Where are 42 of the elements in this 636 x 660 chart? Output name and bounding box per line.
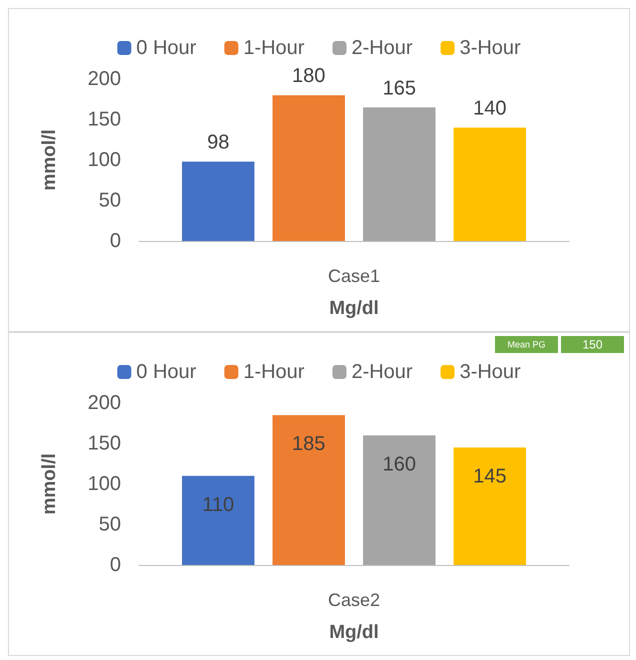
data-label: 140 bbox=[473, 98, 506, 120]
x-tick-label: Case1 bbox=[328, 266, 380, 286]
y-tick-label: 200 bbox=[88, 68, 121, 90]
legend-label: 3-Hour bbox=[460, 37, 522, 59]
legend-label: 3-Hour bbox=[460, 361, 522, 383]
data-label: 165 bbox=[382, 77, 416, 100]
x-axis-title: Mg/dl bbox=[329, 298, 379, 319]
data-label: 185 bbox=[292, 433, 326, 456]
legend-label: 0 Hour bbox=[136, 361, 197, 383]
data-label: 180 bbox=[292, 65, 326, 88]
text: Mean PG bbox=[507, 340, 546, 350]
legend-label: 0 Hour bbox=[136, 37, 197, 59]
bar bbox=[454, 128, 526, 241]
data-label: 98 bbox=[207, 132, 230, 154]
text: 150 bbox=[582, 338, 603, 352]
y-tick-label: 100 bbox=[88, 149, 121, 171]
data-label: 160 bbox=[382, 453, 416, 476]
legend-label: 2-Hour bbox=[351, 361, 413, 383]
y-tick-label: 50 bbox=[98, 514, 121, 536]
y-tick-label: 200 bbox=[88, 392, 121, 414]
y-tick-label: 0 bbox=[110, 554, 121, 576]
bar bbox=[363, 107, 436, 241]
bar bbox=[182, 162, 254, 241]
bar bbox=[272, 95, 345, 241]
bar bbox=[454, 448, 526, 565]
legend-label: 1-Hour bbox=[243, 361, 305, 383]
legend-label: 1-Hour bbox=[243, 37, 305, 59]
x-tick-label: Case2 bbox=[328, 590, 380, 610]
bar bbox=[272, 415, 345, 565]
x-axis-title: Mg/dl bbox=[329, 622, 379, 643]
data-label: 145 bbox=[473, 466, 506, 488]
bar bbox=[182, 476, 254, 565]
y-axis-title: mmol/l bbox=[39, 129, 60, 191]
y-tick-label: 0 bbox=[110, 230, 121, 252]
y-tick-label: 50 bbox=[98, 190, 121, 212]
y-tick-label: 100 bbox=[88, 473, 121, 495]
y-axis-title: mmol/l bbox=[39, 453, 60, 515]
data-label: 110 bbox=[202, 494, 234, 516]
y-tick-label: 150 bbox=[88, 108, 121, 130]
legend-label: 2-Hour bbox=[351, 37, 413, 59]
y-tick-label: 150 bbox=[88, 432, 121, 454]
bar bbox=[363, 435, 436, 565]
